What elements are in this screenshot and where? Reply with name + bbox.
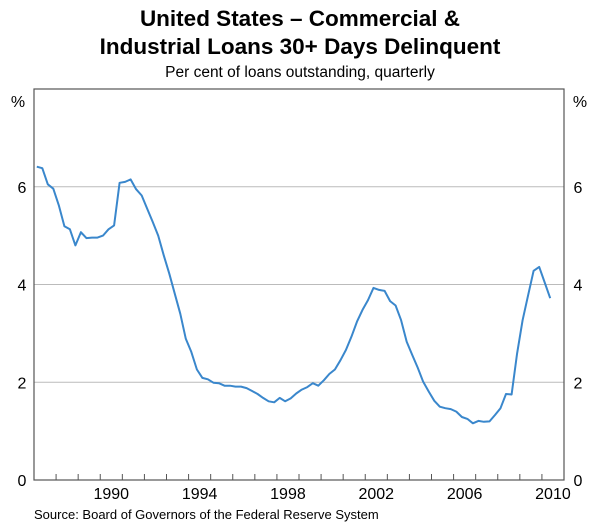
- axis-ticks: [55, 474, 543, 480]
- y-axis-unit-left: %: [11, 94, 25, 111]
- x-tick-label: 1990: [93, 486, 129, 503]
- source-note: Source: Board of Governors of the Federa…: [34, 507, 379, 522]
- x-tick-label: 2002: [358, 486, 394, 503]
- y-tick-label-left: 4: [18, 278, 27, 295]
- y-tick-label-right: 0: [574, 473, 583, 490]
- y-tick-label-left: 0: [18, 473, 27, 490]
- x-tick-label: 2006: [447, 486, 483, 503]
- chart-title-line-1: United States – Commercial &: [140, 6, 460, 31]
- tick-labels: 0 0 2 2 4 4 6 6 1990 1994 1998 2002 2006 2010: [18, 180, 583, 503]
- y-tick-label-right: 4: [574, 278, 583, 295]
- x-tick-label: 1994: [182, 486, 218, 503]
- y-tick-label-right: 2: [574, 375, 583, 392]
- x-tick-label: 2010: [535, 486, 571, 503]
- y-tick-label-right: 6: [574, 180, 583, 197]
- y-tick-label-left: 6: [18, 180, 27, 197]
- x-tick-label: 1998: [270, 486, 306, 503]
- y-tick-label-left: 2: [18, 375, 27, 392]
- chart-subtitle: Per cent of loans outstanding, quarterly: [165, 64, 435, 81]
- plot-frame: [33, 88, 565, 481]
- gridlines: [34, 186, 564, 383]
- series-line: [36, 165, 552, 425]
- chart-title-line-2: Industrial Loans 30+ Days Delinquent: [100, 34, 501, 59]
- y-axis-unit-right: %: [573, 94, 587, 111]
